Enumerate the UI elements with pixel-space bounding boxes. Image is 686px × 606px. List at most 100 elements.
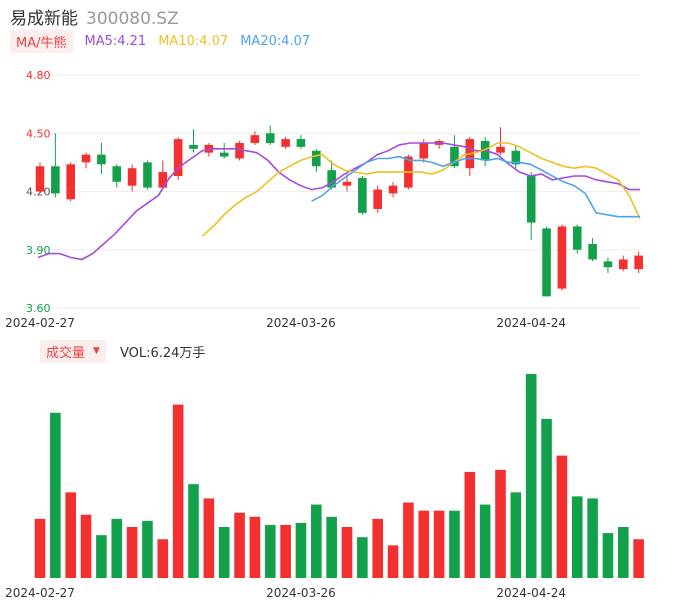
candle-body xyxy=(634,255,643,270)
volume-bar xyxy=(587,498,598,578)
volume-legend: 成交量 ▼ VOL:6.24万手 xyxy=(40,339,205,363)
candle-body xyxy=(327,170,336,188)
volume-selector-button[interactable]: 成交量 ▼ xyxy=(40,339,106,363)
candle-body xyxy=(127,168,137,186)
candle-body xyxy=(603,261,613,268)
ma20-line xyxy=(311,155,640,218)
candle-body xyxy=(51,166,60,194)
x-tick-label: 2024-02-27 xyxy=(5,586,75,600)
candle-body xyxy=(265,133,275,143)
volume-bar xyxy=(280,524,291,578)
candle-body xyxy=(66,164,75,200)
candle-body xyxy=(542,228,551,297)
candle-body xyxy=(281,139,290,147)
candle-body xyxy=(526,175,536,223)
volume-bar xyxy=(326,516,337,578)
volume-bar xyxy=(357,537,368,578)
candle-body xyxy=(358,177,367,213)
volume-bar xyxy=(172,404,184,578)
ma20-legend-label: MA20:4.07 xyxy=(240,33,311,49)
volume-bar xyxy=(525,374,537,578)
volume-bar xyxy=(449,510,460,578)
candle-body xyxy=(511,150,521,165)
volume-bar xyxy=(418,510,430,578)
volume-bar xyxy=(341,527,353,578)
candle-body xyxy=(450,146,459,167)
stock-name: 易成新能 xyxy=(10,9,78,29)
y-tick-label: 3.60 xyxy=(26,302,51,315)
ma10-line xyxy=(201,142,641,237)
y-tick-label: 3.90 xyxy=(26,244,51,257)
candle-body xyxy=(572,226,582,250)
stock-code: 300080.SZ xyxy=(86,9,179,29)
volume-bar xyxy=(387,545,399,578)
volume-bar xyxy=(633,539,644,578)
candle-body xyxy=(588,243,597,260)
candle-body xyxy=(312,150,321,167)
candle-body xyxy=(496,146,505,153)
volume-bar xyxy=(203,498,215,578)
candle-body xyxy=(619,259,628,270)
candle-body xyxy=(143,162,152,188)
volume-bar xyxy=(249,516,261,578)
caret-down-icon: ▼ xyxy=(93,346,100,356)
candle-body xyxy=(189,144,198,149)
volume-bar xyxy=(218,527,230,578)
volume-bar xyxy=(96,535,107,578)
volume-bar xyxy=(157,539,169,578)
ma10-legend-label: MA10:4.07 xyxy=(158,33,229,49)
volume-bar xyxy=(618,527,629,578)
volume-bar xyxy=(541,418,552,578)
volume-bar xyxy=(264,524,276,578)
candle-body xyxy=(250,135,260,143)
x-tick-label: 2024-03-26 xyxy=(266,316,336,330)
candle-body xyxy=(158,172,168,188)
volume-bar xyxy=(234,512,245,578)
candle-body xyxy=(235,142,244,159)
candle-body xyxy=(112,166,122,182)
x-tick-label: 2024-04-24 xyxy=(496,316,566,330)
volume-bar xyxy=(464,471,476,578)
volume-bar xyxy=(142,520,153,578)
volume-bar xyxy=(311,504,322,578)
candle-body xyxy=(219,152,229,157)
candle-body xyxy=(557,226,567,289)
volume-bar xyxy=(65,492,76,578)
volume-bar xyxy=(295,522,307,578)
candle-body xyxy=(342,181,352,186)
x-tick-label: 2024-03-26 xyxy=(266,586,336,600)
volume-bar xyxy=(50,412,61,578)
volume-bar xyxy=(479,504,491,578)
volume-bar xyxy=(403,502,414,578)
candle-body xyxy=(296,139,306,147)
volume-bar xyxy=(433,510,445,578)
volume-bar-chart: 2024-02-27 2024-03-26 2024-04-24 xyxy=(5,374,644,600)
volume-bar xyxy=(80,514,92,578)
y-tick-label: 4.80 xyxy=(26,69,51,82)
x-tick-label: 2024-04-24 xyxy=(496,586,566,600)
ma5-legend-label: MA5:4.21 xyxy=(84,33,147,49)
ma-legend: MA/牛熊 MA5:4.21 MA10:4.07 MA20:4.07 xyxy=(10,29,311,53)
volume-bar xyxy=(126,527,138,578)
volume-bar xyxy=(571,496,583,578)
candle-body xyxy=(173,139,183,176)
candle-body xyxy=(97,154,106,165)
volume-bar xyxy=(495,469,506,578)
candle-body xyxy=(35,166,45,192)
stock-header: 易成新能 300080.SZ xyxy=(10,4,179,29)
volume-bar xyxy=(556,455,568,578)
y-tick-label: 4.50 xyxy=(26,127,51,140)
volume-bar xyxy=(111,518,123,578)
candle-body xyxy=(388,185,398,194)
volume-bar xyxy=(510,492,522,578)
ma-selector-button[interactable]: MA/牛熊 xyxy=(10,29,73,53)
candle-body xyxy=(81,154,91,163)
volume-bar xyxy=(34,518,46,578)
ma5-line xyxy=(37,142,640,261)
volume-bar xyxy=(602,533,614,578)
volume-bar xyxy=(188,484,199,578)
x-tick-label: 2024-02-27 xyxy=(5,316,75,330)
candle-body xyxy=(419,142,429,159)
volume-bar xyxy=(372,518,383,578)
